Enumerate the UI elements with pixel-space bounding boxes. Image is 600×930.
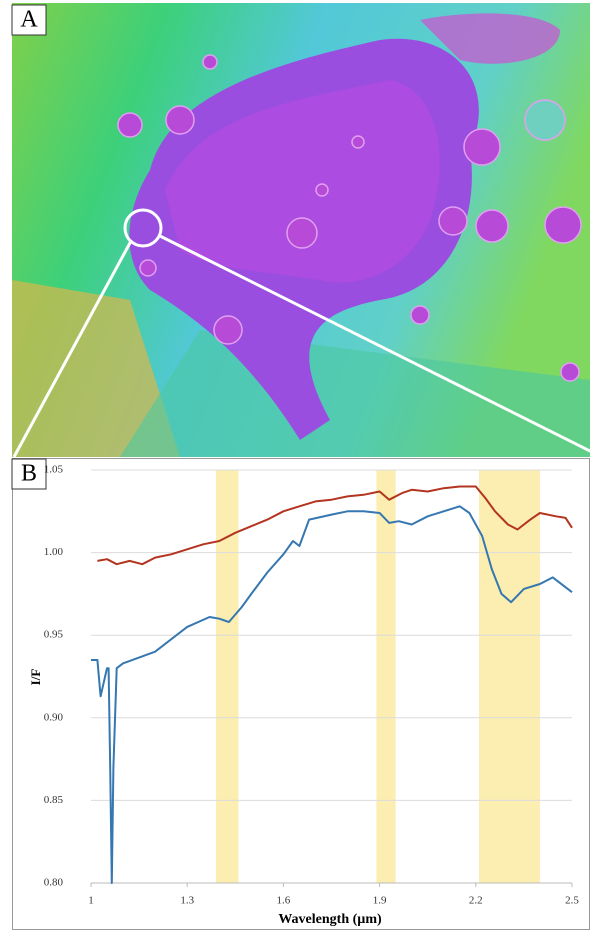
y-tick-label: 1.00 <box>44 546 64 558</box>
x-tick-label: 1.9 <box>373 895 387 907</box>
figure: A B I/F Wavelength (µm) 0.80 0.85 0.90 0.95… <box>0 0 600 930</box>
panel-label: B <box>21 461 37 487</box>
y-tick-label: 0.95 <box>44 629 64 641</box>
highlight-band <box>479 470 540 883</box>
x-axis-label: Wavelength (µm) <box>278 912 382 927</box>
map-image <box>12 3 592 457</box>
panel-label: A <box>20 7 38 33</box>
y-tick-label: 0.90 <box>44 711 64 723</box>
highlight-band <box>376 470 395 883</box>
x-tick-label: 1.6 <box>277 895 291 907</box>
x-tick-label: 1 <box>88 895 94 907</box>
y-axis-label: I/F <box>28 669 43 686</box>
x-tick-label: 1.3 <box>180 895 194 907</box>
y-tick-label: 0.85 <box>44 794 64 806</box>
x-tick-label: 2.5 <box>565 895 579 907</box>
y-tick-label: 1.05 <box>44 464 64 476</box>
y-tick-label: 0.80 <box>44 877 64 889</box>
x-tick-label: 2.2 <box>469 895 483 907</box>
